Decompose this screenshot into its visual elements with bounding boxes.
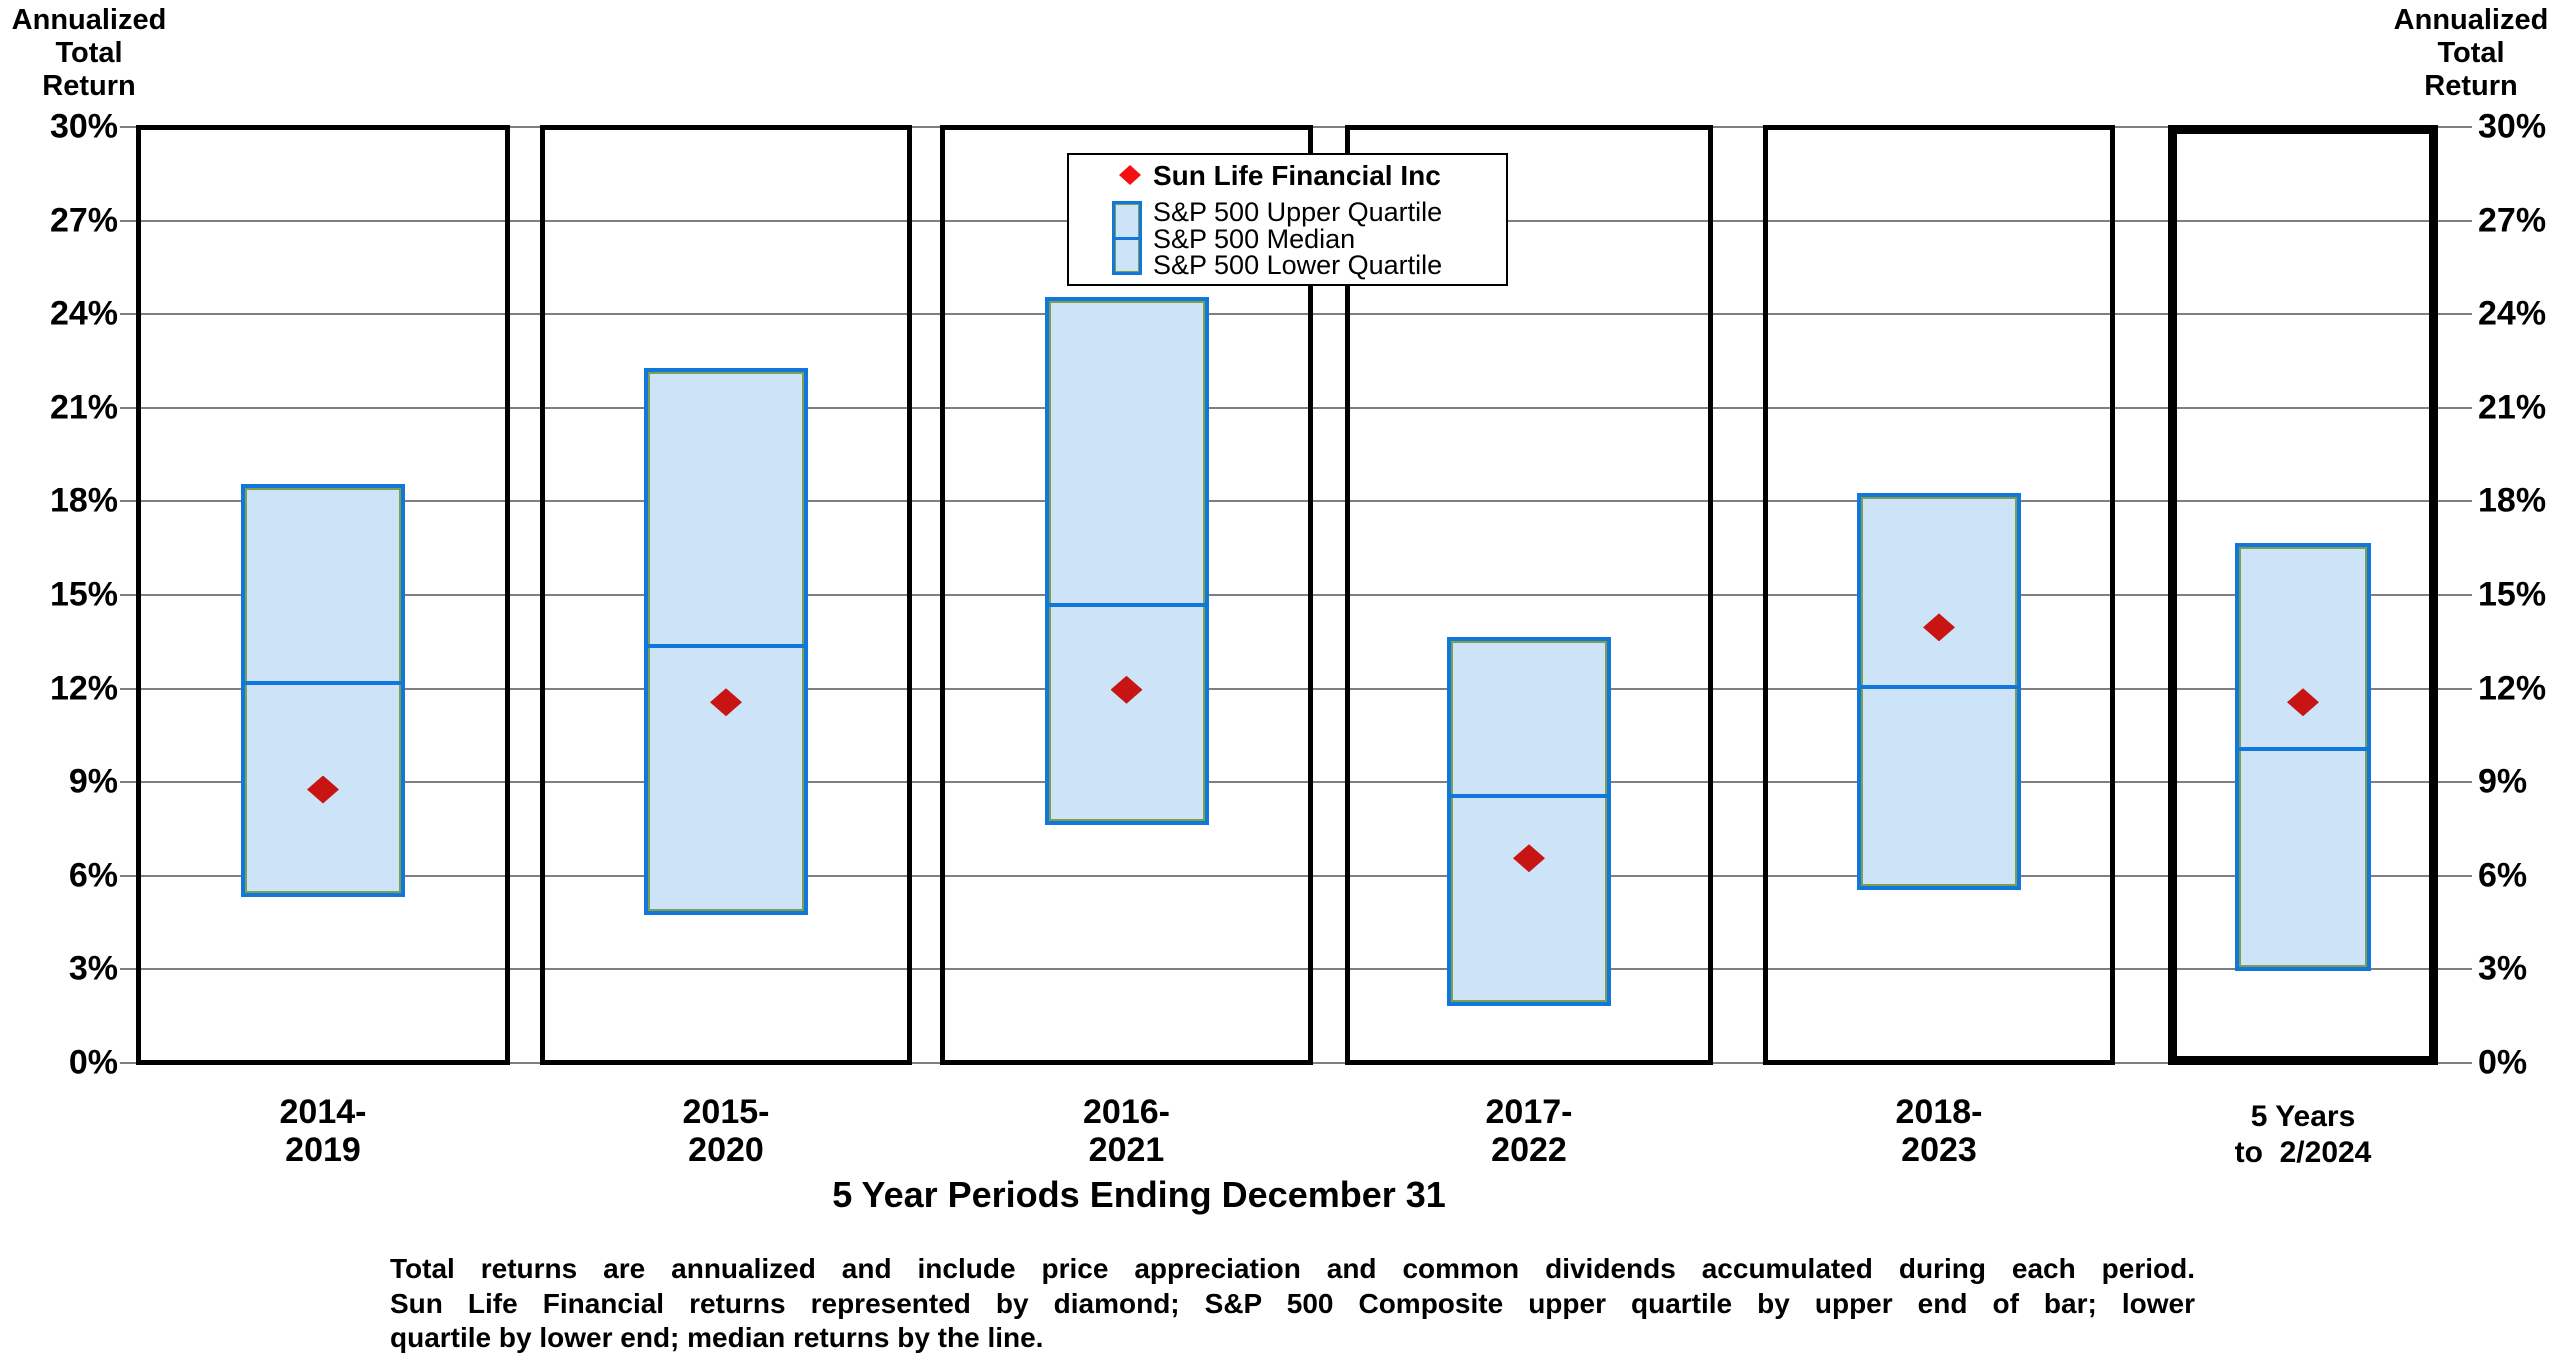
sp500-median-line: [647, 644, 805, 649]
x-tick-label: 5 Years to 2/2024: [2234, 1100, 2372, 1169]
x-axis-title: 5 Year Periods Ending December 31: [832, 1174, 1446, 1215]
sp500-median-line: [2238, 746, 2368, 751]
gridline: [120, 313, 2472, 316]
footnote: Total returns are annualized and include…: [390, 1252, 2195, 1356]
y-tick-label: 24%: [2478, 294, 2547, 333]
period-panel-5: [1763, 125, 2115, 1065]
gridline: [120, 500, 2472, 503]
sp500-median-line: [244, 681, 402, 686]
x-tick-label: 2015- 2020: [682, 1093, 770, 1169]
y-tick-label: 12%: [49, 669, 118, 708]
sp500-quartile-bar: [1044, 296, 1209, 825]
sp500-median-line: [1450, 793, 1608, 798]
y-tick-label: 15%: [49, 575, 118, 614]
y-axis-title-right: Annualized Total Return: [2393, 4, 2549, 102]
sp500-median-line: [1047, 603, 1206, 608]
y-tick-label: 0%: [2478, 1043, 2528, 1082]
y-tick-label: 9%: [2478, 762, 2528, 801]
period-panel-1: [136, 125, 510, 1065]
y-tick-label: 18%: [49, 481, 118, 520]
y-tick-label: 30%: [49, 107, 118, 146]
period-panel-2: [540, 125, 912, 1065]
legend-bar-median-icon: [1115, 237, 1139, 240]
x-tick-label: 2014- 2019: [279, 1093, 367, 1169]
sun-life-marker: [2287, 688, 2319, 717]
plot-area: 2014- 2019 2015- 2020 2016- 2021 2017- 2022…: [120, 125, 2472, 1169]
gridline: [120, 874, 2472, 877]
y-tick-label: 0%: [68, 1043, 118, 1082]
sun-life-marker: [307, 775, 339, 804]
sun-life-marker: [1923, 613, 1955, 642]
legend-item-upper-quartile: S&P 500 Upper Quartile: [1153, 197, 1443, 227]
footnote-line: Total returns are annualized and include…: [390, 1253, 2195, 1284]
y-tick-label: 27%: [49, 201, 118, 240]
legend-series-title: Sun Life Financial Inc: [1153, 160, 1441, 191]
sp500-quartile-bar: [2235, 543, 2371, 972]
period-panel-4: [1345, 125, 1713, 1065]
y-tick-label: 15%: [2478, 575, 2547, 614]
sun-life-marker: [1513, 844, 1545, 873]
y-tick-label: 6%: [2478, 856, 2528, 895]
sun-life-marker: [710, 688, 742, 717]
sp500-median-line: [1860, 684, 2018, 689]
y-tick-label: 21%: [49, 388, 118, 427]
sp500-quartile-bar: [1857, 493, 2021, 891]
y-tick-label: 9%: [68, 762, 118, 801]
y-tick-label: 12%: [2478, 669, 2547, 708]
y-tick-label: 24%: [49, 294, 118, 333]
x-tick-label: 2016- 2021: [1083, 1093, 1170, 1169]
legend-item-lower-quartile: S&P 500 Lower Quartile: [1153, 250, 1443, 280]
legend-item-median: S&P 500 Median: [1153, 223, 1356, 254]
x-tick-label: 2017- 2022: [1485, 1093, 1573, 1169]
gridline: [120, 687, 2472, 690]
y-tick-label: 30%: [2478, 107, 2547, 146]
x-tick-label: 2018- 2023: [1895, 1093, 1983, 1169]
sp500-quartile-bar: [1447, 636, 1611, 1006]
y-tick-label: 21%: [2478, 388, 2547, 427]
y-tick-label: 6%: [68, 856, 118, 895]
period-panel-6: [2168, 125, 2438, 1065]
sp500-quartile-bar: [241, 483, 405, 897]
sun-life-marker: [1110, 675, 1143, 704]
legend-bar-icon: [1112, 201, 1142, 275]
y-tick-label: 3%: [68, 949, 118, 988]
gridline: [120, 781, 2472, 784]
legend-items: S&P 500 Upper Quartile S&P 500 Median S&…: [1153, 199, 1442, 279]
y-axis-title-left: Annualized Total Return: [11, 4, 167, 102]
gridline: [120, 594, 2472, 596]
sp500-quartile-bar: [644, 368, 808, 916]
footnote-line: Sun Life Financial returns represented b…: [390, 1287, 2195, 1319]
y-tick-label: 18%: [2478, 481, 2547, 520]
y-tick-label: 27%: [2478, 201, 2547, 240]
period-panel-3: [940, 125, 1313, 1065]
y-tick-label: 3%: [2478, 949, 2528, 988]
footnote-line: quartile by lower end; median returns by…: [390, 1322, 1044, 1353]
legend: Sun Life Financial Inc S&P 500 Upper Qua…: [1067, 153, 1508, 286]
gridline: [120, 406, 2472, 409]
gridline: [120, 968, 2472, 971]
legend-diamond-icon: [1119, 165, 1141, 185]
